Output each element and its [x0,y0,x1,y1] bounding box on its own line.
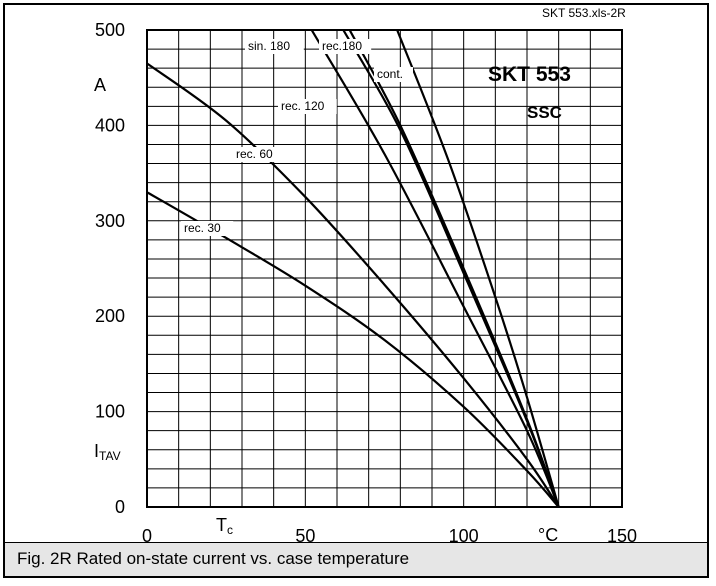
x-axis-unit: °C [538,525,558,545]
figure-caption: Fig. 2R Rated on-state current vs. case … [3,542,709,578]
y-tick-label: 300 [95,211,125,231]
series-label-bg [374,67,413,82]
series-label: sin. 180 [248,39,290,53]
series-line [342,30,560,507]
series-label: rec. 30 [184,221,221,235]
y-tick-label: 0 [115,497,125,517]
series-label: rec. 60 [236,147,273,161]
plot-border [146,29,623,508]
y-tick-label: 100 [95,402,125,422]
series-label: rec. 120 [281,99,325,113]
series-label-bg [278,99,337,114]
y-tick-label: 200 [95,306,125,326]
tick-labels: 0 50 100 150 0 100 200 300 400 500 [95,20,637,546]
device-variant: SSC [527,103,562,122]
series-label-bg [319,39,372,54]
x-tick-label: 100 [449,526,479,546]
figure-id: SKT 553.xls-2R [542,6,626,20]
series-line [396,30,560,507]
series-label: rec.180 [322,39,362,53]
figure-frame [3,3,709,578]
series-label-bg [233,147,286,162]
x-tick-label: 0 [142,526,152,546]
x-tick-label: 50 [295,526,315,546]
y-tick-label: 500 [95,20,125,40]
series-line [147,191,560,507]
series-line [348,30,560,507]
series-layer: rec. 30 rec. 60 rec. 120 sin. 180 rec.180 con… [147,30,560,507]
x-axis-symbol: Tc [216,515,233,537]
y-axis-symbol: ITAV [94,441,121,463]
series-label: cont. [377,67,403,81]
x-tick-label: 150 [607,526,637,546]
series-label-bg [181,221,234,236]
series-line [310,30,560,507]
y-axis-unit: A [94,75,106,95]
series-label-bg [245,39,304,54]
series-line [147,62,560,507]
device-name: SKT 553 [488,63,571,86]
y-tick-label: 400 [95,115,125,135]
